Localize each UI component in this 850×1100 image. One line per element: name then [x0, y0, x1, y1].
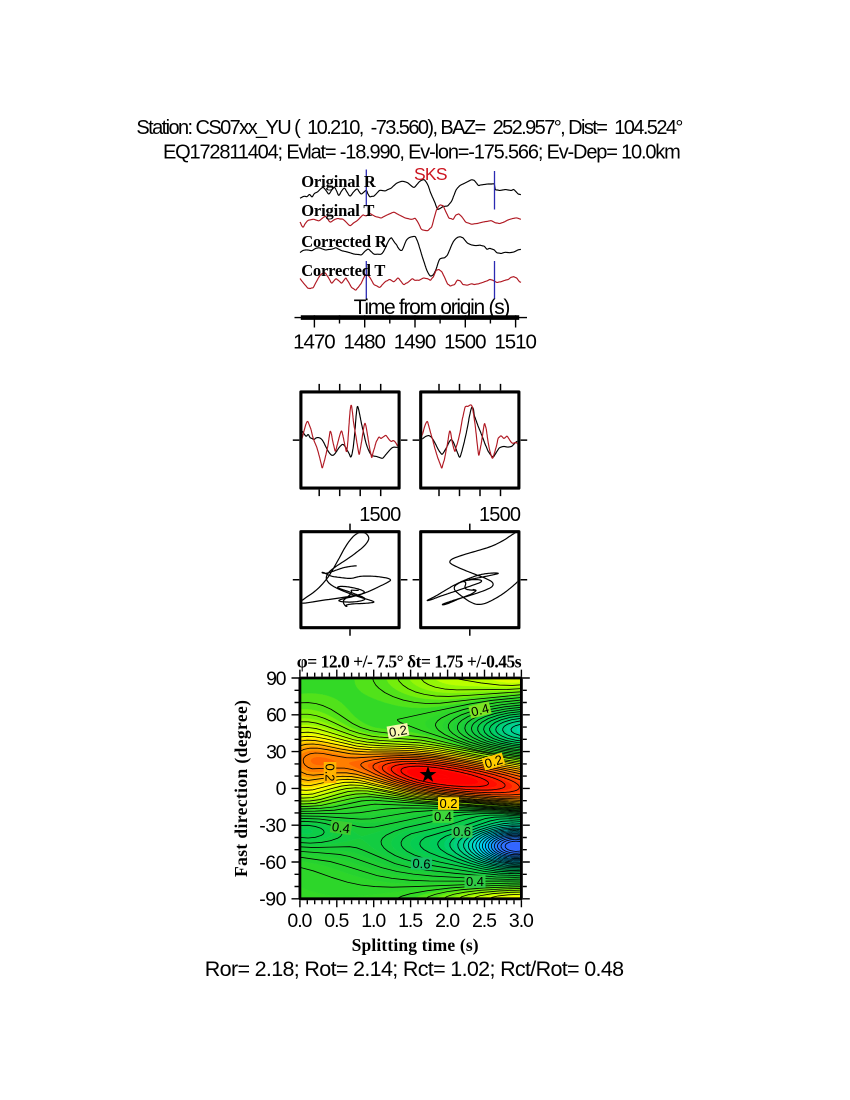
svg-text:EQ172811404; Evlat= -18.990, E: EQ172811404; Evlat= -18.990, Ev-lon=-175…	[163, 142, 681, 164]
svg-text:Original T: Original T	[301, 201, 374, 220]
svg-text:2.0: 2.0	[435, 910, 460, 932]
svg-text:1470: 1470	[293, 331, 336, 354]
svg-text:3.0: 3.0	[509, 910, 534, 932]
svg-text:-90: -90	[259, 889, 286, 911]
svg-text:1480: 1480	[343, 331, 386, 354]
svg-text:Ror= 2.18; Rot= 2.14; Rct= 1.0: Ror= 2.18; Rot= 2.14; Rct= 1.02; Rct/Rot…	[205, 957, 624, 981]
svg-text:-30: -30	[259, 815, 286, 837]
svg-text:0.2: 0.2	[322, 763, 337, 781]
svg-text:Station: CS07xx_YU ( 10.210,: Station: CS07xx_YU ( 10.210, -73.560), B…	[136, 117, 683, 139]
svg-text:Splitting time (s): Splitting time (s)	[352, 935, 479, 955]
svg-text:0: 0	[276, 778, 287, 800]
svg-text:Time from origin (s): Time from origin (s)	[354, 296, 511, 319]
svg-text:1.0: 1.0	[361, 910, 386, 932]
svg-text:1490: 1490	[394, 331, 437, 354]
svg-text:Fast direction (degree): Fast direction (degree)	[231, 700, 251, 877]
svg-text:-60: -60	[259, 852, 286, 874]
svg-text:1500: 1500	[359, 504, 401, 526]
svg-text:60: 60	[266, 705, 287, 727]
svg-text:0.2: 0.2	[388, 722, 408, 740]
svg-text:0.0: 0.0	[287, 910, 312, 932]
svg-text:1500: 1500	[444, 331, 487, 354]
svg-text:0.6: 0.6	[453, 824, 471, 839]
svg-text:Corrected R: Corrected R	[301, 232, 388, 251]
svg-text:0.4: 0.4	[469, 701, 490, 720]
svg-text:1500: 1500	[479, 504, 521, 526]
svg-text:φ= 12.0 +/- 7.5° δt= 1.75 +/-0: φ= 12.0 +/- 7.5° δt= 1.75 +/-0.45s	[297, 651, 522, 671]
svg-text:0.2: 0.2	[439, 796, 457, 811]
svg-text:Corrected T: Corrected T	[301, 261, 385, 280]
svg-text:1.5: 1.5	[398, 910, 423, 932]
svg-text:0.2: 0.2	[483, 752, 505, 772]
svg-text:0.4: 0.4	[434, 809, 452, 824]
svg-text:2.5: 2.5	[472, 910, 497, 932]
svg-text:1510: 1510	[494, 331, 537, 354]
svg-text:90: 90	[266, 668, 287, 690]
svg-text:30: 30	[266, 741, 287, 763]
svg-text:Original R: Original R	[301, 172, 377, 191]
svg-text:0.5: 0.5	[324, 910, 349, 932]
svg-text:SKS: SKS	[414, 164, 448, 184]
svg-text:0.4: 0.4	[331, 819, 351, 836]
svg-text:0.4: 0.4	[466, 874, 484, 889]
svg-text:0.6: 0.6	[412, 856, 431, 872]
